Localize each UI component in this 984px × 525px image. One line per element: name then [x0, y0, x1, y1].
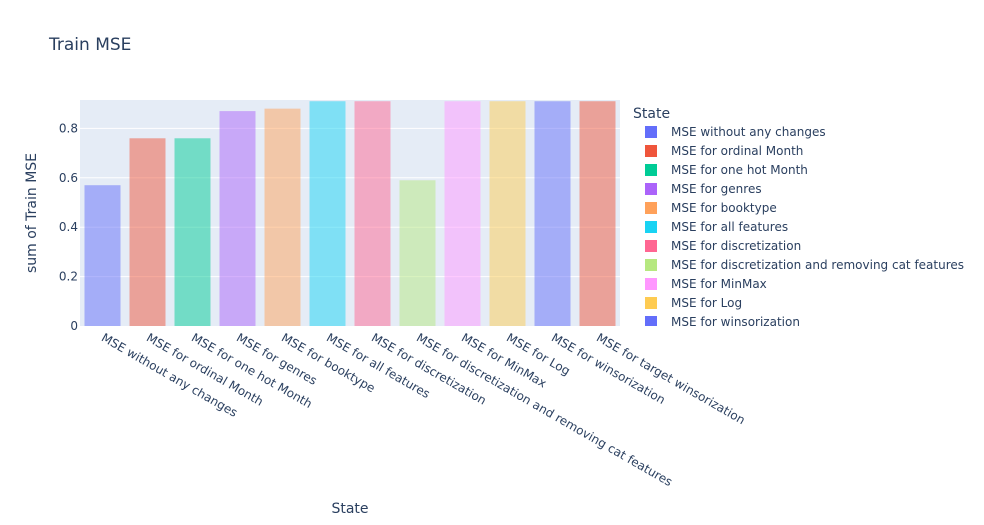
- y-tick-label: 0.2: [59, 270, 78, 284]
- legend-item-label[interactable]: MSE for ordinal Month: [671, 144, 803, 158]
- y-tick-label: 0.6: [59, 171, 78, 185]
- legend-item-label[interactable]: MSE for Log: [671, 296, 742, 310]
- chart-title: Train MSE: [48, 35, 131, 55]
- y-axis-title: sum of Train MSE: [24, 153, 40, 273]
- bar[interactable]: [444, 101, 481, 326]
- plot-area: [80, 100, 620, 326]
- bar[interactable]: [219, 111, 256, 327]
- bar[interactable]: [174, 138, 211, 326]
- y-tick-label: 0.4: [59, 220, 78, 234]
- legend-title: State: [633, 106, 670, 122]
- legend-item-label[interactable]: MSE for booktype: [671, 201, 777, 215]
- legend-swatch[interactable]: [645, 145, 657, 157]
- bar[interactable]: [489, 101, 526, 326]
- legend-swatch[interactable]: [645, 278, 657, 290]
- y-tick-label: 0.8: [59, 121, 78, 135]
- legend-swatch[interactable]: [645, 316, 657, 328]
- legend-swatch[interactable]: [645, 221, 657, 233]
- bar[interactable]: [309, 101, 346, 326]
- legend-item-label[interactable]: MSE for discretization: [671, 239, 801, 253]
- bar[interactable]: [354, 101, 391, 326]
- legend-item-label[interactable]: MSE for all features: [671, 220, 788, 234]
- legend-item-label[interactable]: MSE for one hot Month: [671, 163, 808, 177]
- legend-swatch[interactable]: [645, 297, 657, 309]
- legend-swatch[interactable]: [645, 202, 657, 214]
- bar[interactable]: [129, 138, 166, 326]
- legend-item-label[interactable]: MSE for discretization and removing cat …: [671, 258, 964, 272]
- legend-item-label[interactable]: MSE without any changes: [671, 125, 826, 139]
- bar[interactable]: [399, 180, 436, 326]
- legend-swatch[interactable]: [645, 183, 657, 195]
- legend-swatch[interactable]: [645, 259, 657, 271]
- bar[interactable]: [534, 101, 571, 326]
- bar[interactable]: [579, 101, 616, 326]
- legend-item-label[interactable]: MSE for MinMax: [671, 277, 767, 291]
- legend-swatch[interactable]: [645, 240, 657, 252]
- legend-item-label[interactable]: MSE for winsorization: [671, 315, 800, 329]
- bar[interactable]: [264, 108, 301, 326]
- y-tick-label: 0: [70, 319, 78, 333]
- x-axis-title: State: [331, 501, 368, 517]
- legend-swatch[interactable]: [645, 126, 657, 138]
- legend-swatch[interactable]: [645, 164, 657, 176]
- legend-item-label[interactable]: MSE for genres: [671, 182, 762, 196]
- bar[interactable]: [84, 185, 121, 326]
